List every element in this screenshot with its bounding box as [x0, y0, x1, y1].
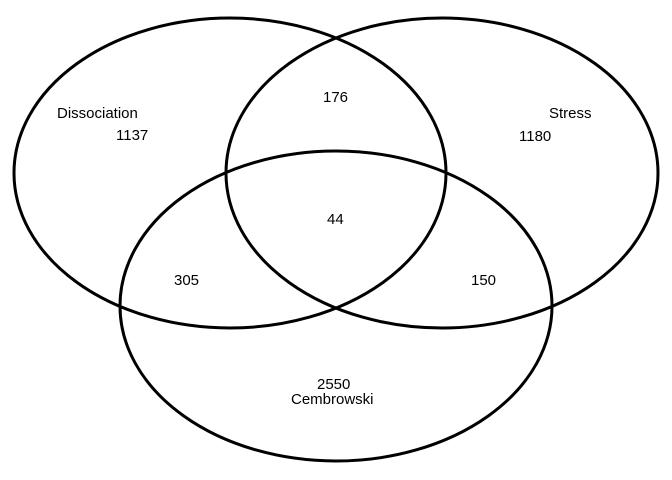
stress-label: Stress	[549, 105, 592, 122]
dissociation-only-count: 1137	[116, 127, 148, 144]
all-three-count: 44	[327, 211, 344, 228]
stress-ellipse	[224, 16, 660, 330]
dissociation-label: Dissociation	[57, 105, 138, 122]
stress-cembrowski-count: 150	[471, 272, 496, 289]
dissociation-stress-count: 176	[323, 89, 348, 106]
cembrowski-ellipse	[118, 149, 554, 463]
cembrowski-label: Cembrowski	[291, 391, 374, 408]
stress-only-count: 1180	[519, 128, 551, 145]
dissociation-ellipse	[12, 16, 448, 330]
dissociation-cembrowski-count: 305	[174, 272, 199, 289]
cembrowski-only-count: 2550	[317, 376, 350, 393]
